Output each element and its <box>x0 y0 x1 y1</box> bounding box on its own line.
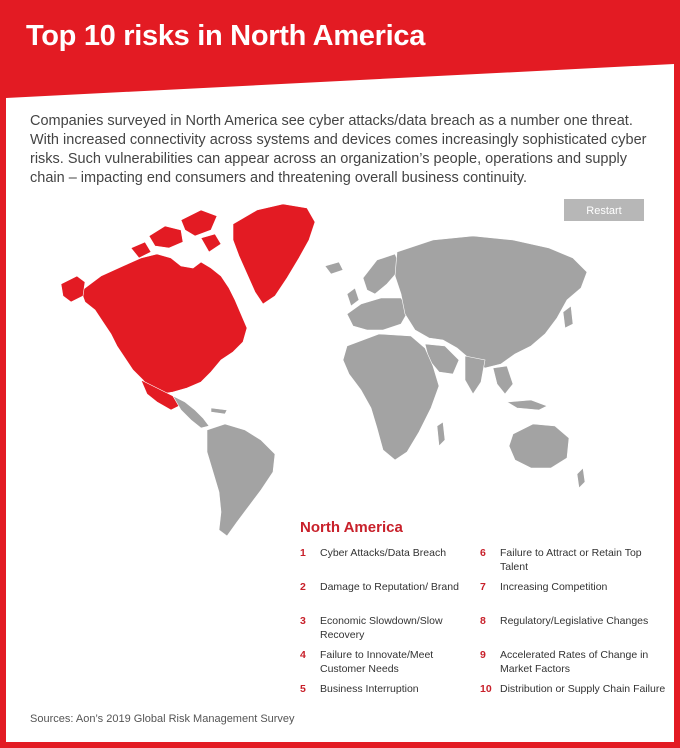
region-heading: North America <box>300 519 403 536</box>
risk-item-7: 7 Increasing Competition <box>480 580 650 594</box>
restart-button[interactable]: Restart <box>564 199 644 221</box>
risk-label: Increasing Competition <box>500 581 608 593</box>
risk-number: 1 <box>300 547 306 559</box>
intro-paragraph: Companies surveyed in North America see … <box>30 113 647 186</box>
risk-label: Damage to Reputation/ Brand <box>320 581 459 593</box>
risk-number: 5 <box>300 683 306 695</box>
risk-number: 10 <box>480 683 492 695</box>
page-title: Top 10 risks in North America <box>26 20 426 52</box>
risk-item-10: 10 Distribution or Supply Chain Failure <box>480 682 666 696</box>
source-note: Sources: Aon’s 2019 Global Risk Manageme… <box>30 713 295 725</box>
risk-item-1: 1 Cyber Attacks/Data Breach <box>300 546 470 560</box>
risk-number: 4 <box>300 649 306 661</box>
risk-number: 3 <box>300 615 306 627</box>
infographic-card: Top 10 risks in North America Companies … <box>6 6 674 742</box>
risk-item-3: 3 Economic Slowdown/Slow Recovery <box>300 614 470 642</box>
title-banner: Top 10 risks in North America <box>6 6 674 98</box>
risk-label: Distribution or Supply Chain Failure <box>500 683 666 695</box>
risk-number: 9 <box>480 649 486 661</box>
risk-item-9: 9 Accelerated Rates of Change in Market … <box>480 648 650 676</box>
region-rest-of-world <box>172 235 588 537</box>
risk-label: Failure to Innovate/Meet Customer Needs <box>320 649 434 675</box>
world-map[interactable] <box>61 196 591 546</box>
risk-item-2: 2 Damage to Reputation/ Brand <box>300 580 470 594</box>
risk-label: Cyber Attacks/Data Breach <box>320 547 447 559</box>
risk-item-6: 6 Failure to Attract or Retain Top Talen… <box>480 546 650 574</box>
risk-label: Economic Slowdown/Slow Recovery <box>320 615 443 641</box>
risk-number: 2 <box>300 581 306 593</box>
risk-label: Failure to Attract or Retain Top Talent <box>500 547 642 573</box>
risk-number: 8 <box>480 615 486 627</box>
risk-number: 6 <box>480 547 486 559</box>
region-north-america[interactable] <box>61 203 316 411</box>
risk-label: Regulatory/Legislative Changes <box>500 615 649 627</box>
risk-item-8: 8 Regulatory/Legislative Changes <box>480 614 650 628</box>
risk-item-5: 5 Business Interruption <box>300 682 470 696</box>
risk-item-4: 4 Failure to Innovate/Meet Customer Need… <box>300 648 470 676</box>
risk-number: 7 <box>480 581 486 593</box>
risk-label: Business Interruption <box>320 683 419 695</box>
risk-label: Accelerated Rates of Change in Market Fa… <box>500 649 649 675</box>
